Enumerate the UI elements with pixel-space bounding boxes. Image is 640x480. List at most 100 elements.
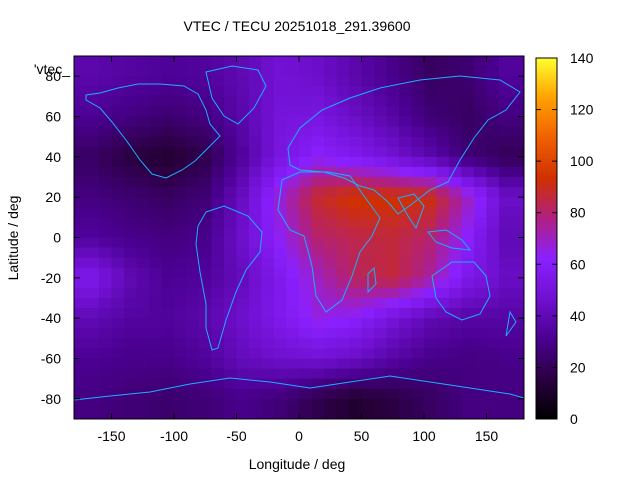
heatmap-cell bbox=[211, 318, 225, 329]
heatmap-cell bbox=[186, 257, 200, 269]
heatmap-cell bbox=[211, 96, 225, 108]
heatmap-cell bbox=[299, 368, 313, 380]
heatmap-cell bbox=[236, 338, 250, 350]
heatmap-cell bbox=[199, 106, 213, 118]
heatmap-cell bbox=[86, 328, 100, 339]
heatmap-cell bbox=[299, 308, 313, 319]
heatmap-cell bbox=[249, 338, 263, 350]
heatmap-cell bbox=[211, 187, 225, 198]
heatmap-cell bbox=[461, 388, 475, 400]
heatmap-cell bbox=[374, 116, 388, 128]
heatmap-cell bbox=[299, 207, 313, 218]
heatmap-cell bbox=[161, 388, 175, 400]
heatmap-cell bbox=[449, 308, 463, 319]
heatmap-cell bbox=[111, 86, 125, 97]
heatmap-cell bbox=[149, 338, 163, 350]
heatmap-cell bbox=[349, 177, 363, 188]
heatmap-cell bbox=[449, 197, 463, 208]
heatmap-cell bbox=[486, 146, 500, 158]
heatmap-cell bbox=[124, 257, 138, 269]
heatmap-cell bbox=[149, 146, 163, 158]
heatmap-cell bbox=[286, 237, 300, 249]
heatmap-cell bbox=[311, 187, 325, 198]
heatmap-cell bbox=[424, 237, 438, 249]
heatmap-cell bbox=[86, 308, 100, 319]
heatmap-cell bbox=[474, 207, 488, 218]
heatmap-cell bbox=[349, 318, 363, 329]
heatmap-cell bbox=[349, 136, 363, 148]
heatmap-cell bbox=[411, 298, 425, 309]
heatmap-cell bbox=[299, 116, 313, 128]
heatmap-cell bbox=[324, 66, 338, 77]
heatmap-cell bbox=[86, 56, 100, 67]
heatmap-cell bbox=[274, 76, 288, 87]
heatmap-cell bbox=[111, 56, 125, 67]
heatmap-cell bbox=[74, 348, 88, 360]
heatmap-cell bbox=[124, 197, 138, 208]
heatmap-cell bbox=[449, 166, 463, 178]
colorbar-tick-label: 80 bbox=[570, 205, 586, 221]
heatmap-cell bbox=[411, 136, 425, 148]
coastlines bbox=[74, 65, 524, 401]
heatmap-cell bbox=[286, 177, 300, 188]
heatmap-cell bbox=[224, 237, 238, 249]
heatmap-cell bbox=[74, 378, 88, 390]
heatmap-cell bbox=[111, 106, 125, 118]
heatmap-cell bbox=[99, 156, 113, 168]
heatmap-cell bbox=[436, 126, 450, 138]
heatmap-cell bbox=[349, 96, 363, 108]
heatmap-cell bbox=[349, 368, 363, 380]
y-tick-label: 80 bbox=[45, 68, 61, 84]
heatmap-cell bbox=[274, 197, 288, 208]
heatmap-cell bbox=[74, 156, 88, 168]
heatmap-cell bbox=[124, 348, 138, 360]
heatmap-cell bbox=[361, 126, 375, 138]
heatmap-cell bbox=[149, 318, 163, 329]
heatmap-cell bbox=[136, 146, 150, 158]
heatmap-cell bbox=[211, 338, 225, 350]
heatmap-cell bbox=[86, 257, 100, 269]
heatmap-cell bbox=[511, 96, 524, 108]
heatmap-cell bbox=[399, 358, 413, 370]
heatmap-cell bbox=[511, 86, 524, 97]
heatmap-cell bbox=[349, 277, 363, 289]
heatmap-cell bbox=[211, 267, 225, 279]
heatmap-cell bbox=[499, 358, 513, 370]
colorbar-tick-label: 140 bbox=[570, 50, 594, 66]
heatmap-cell bbox=[74, 106, 88, 118]
heatmap-cell bbox=[174, 166, 188, 178]
heatmap-cell bbox=[386, 408, 400, 419]
heatmap-cell bbox=[299, 96, 313, 108]
heatmap-cell bbox=[399, 106, 413, 118]
heatmap-cell bbox=[474, 166, 488, 178]
heatmap-cell bbox=[286, 166, 300, 178]
heatmap-cell bbox=[224, 358, 238, 370]
heatmap-cell bbox=[149, 257, 163, 269]
heatmap-cell bbox=[474, 378, 488, 390]
heatmap-cell bbox=[411, 146, 425, 158]
heatmap-cell bbox=[374, 237, 388, 249]
heatmap-cell bbox=[374, 156, 388, 168]
heatmap-cell bbox=[336, 298, 350, 309]
heatmap-cell bbox=[249, 298, 263, 309]
heatmap-cell bbox=[286, 146, 300, 158]
heatmap-cell bbox=[174, 146, 188, 158]
heatmap-cell bbox=[386, 156, 400, 168]
heatmap-cell bbox=[261, 217, 275, 229]
heatmap-cell bbox=[236, 76, 250, 87]
heatmap-cell bbox=[486, 156, 500, 168]
heatmap-cell bbox=[411, 287, 425, 299]
heatmap-cell bbox=[336, 398, 350, 410]
heatmap-cell bbox=[124, 287, 138, 299]
heatmap-cell bbox=[399, 277, 413, 289]
heatmap-cell bbox=[424, 106, 438, 118]
heatmap-cell bbox=[461, 56, 475, 67]
heatmap-cell bbox=[186, 217, 200, 229]
heatmap-cell bbox=[186, 358, 200, 370]
heatmap-cell bbox=[186, 207, 200, 218]
heatmap-cell bbox=[249, 86, 263, 97]
heatmap-cell bbox=[486, 76, 500, 87]
heatmap-cell bbox=[386, 217, 400, 229]
heatmap-cell bbox=[336, 217, 350, 229]
heatmap-cell bbox=[86, 106, 100, 118]
